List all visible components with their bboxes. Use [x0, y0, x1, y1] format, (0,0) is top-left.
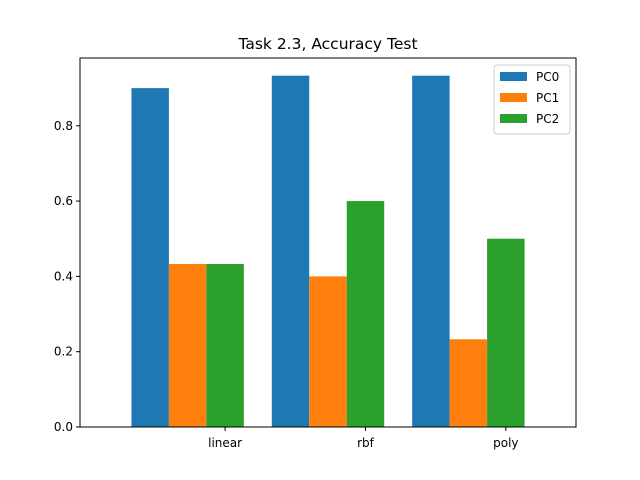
- y-tick-label: 0.2: [54, 345, 73, 359]
- axes-layer: 0.0 0.2 0.4 0.6 0.8 linear rbf poly: [54, 57, 577, 450]
- legend-label-pc0: PC0: [536, 70, 559, 84]
- legend-swatch-pc0: [500, 72, 527, 81]
- chart-title: Task 2.3, Accuracy Test: [237, 35, 417, 53]
- legend: PC0 PC1 PC2: [493, 64, 571, 135]
- legend-label-pc1: PC1: [536, 91, 559, 105]
- bar-pc0-linear: [131, 88, 169, 428]
- legend-label-pc2: PC2: [536, 112, 559, 126]
- x-tick-label-poly: poly: [493, 436, 518, 450]
- bar-pc2-linear: [206, 263, 244, 427]
- bar-pc1-linear: [168, 263, 207, 427]
- legend-swatch-pc1: [500, 93, 527, 102]
- bar-pc0-poly: [412, 75, 450, 427]
- plot-frame: [79, 57, 577, 428]
- x-tick-label-rbf: rbf: [357, 436, 375, 450]
- y-tick-label: 0.8: [54, 119, 73, 133]
- x-tick-label-linear: linear: [208, 436, 242, 450]
- bar-pc2-rbf: [346, 201, 385, 427]
- y-tick-label: 0.6: [54, 194, 73, 208]
- bar-pc0-rbf: [271, 75, 310, 427]
- bar-pc1-poly: [449, 339, 488, 427]
- y-tick-label: 0.4: [54, 269, 73, 283]
- bar-pc2-poly: [487, 238, 525, 427]
- y-tick-label: 0.0: [54, 420, 73, 434]
- bar-pc1-rbf: [309, 276, 347, 427]
- bars-layer: [131, 75, 525, 428]
- legend-swatch-pc2: [500, 114, 527, 123]
